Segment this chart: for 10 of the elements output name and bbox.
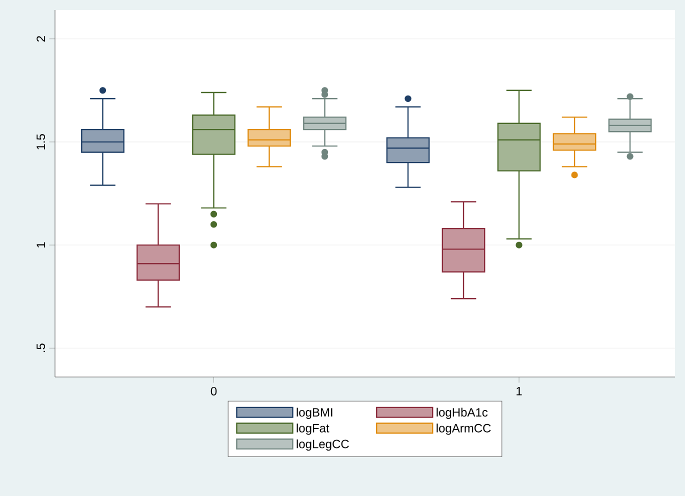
legend-label: logHbA1c [436, 408, 488, 419]
legend-label: logFat [296, 424, 330, 435]
y-tick-label: 1 [36, 242, 46, 248]
y-tick-label: 1.5 [36, 134, 46, 150]
legend-label: logLegCC [296, 439, 349, 451]
legend-label: logArmCC [436, 424, 491, 435]
y-tick-label: 2 [36, 36, 46, 42]
x-tick-label: 0 [210, 386, 217, 396]
y-tick-label: .5 [36, 344, 46, 352]
legend-label: logBMI [296, 408, 332, 419]
